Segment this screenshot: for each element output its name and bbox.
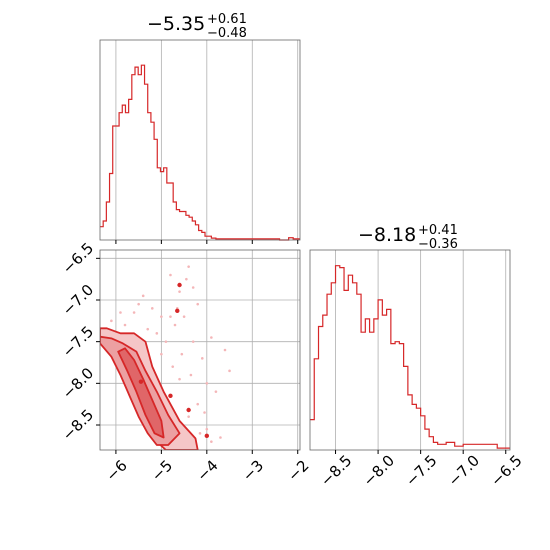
scatter-point [169, 315, 172, 318]
scatter-point [205, 382, 209, 385]
x-tick-label: −4 [193, 457, 221, 485]
scatter-point [219, 436, 222, 439]
scatter-point [182, 315, 186, 318]
scatter-point [191, 340, 195, 343]
hist2-title-plus: +0.41 [418, 223, 458, 238]
scatter-point [141, 294, 145, 298]
scatter-point [187, 415, 190, 418]
y-tick-label: −7.0 [59, 281, 97, 319]
scatter-point [180, 352, 184, 356]
x-tick-label: −7.5 [402, 451, 440, 489]
scatter-point [198, 432, 202, 435]
axes-frame [99, 39, 301, 241]
hist-step-line [100, 64, 300, 241]
hist1-title-main: −5.35 [147, 13, 205, 35]
contour-level [117, 347, 165, 439]
scatter-point [160, 315, 163, 318]
scatter-point [164, 340, 168, 343]
scatter-point [210, 336, 213, 339]
scatter-point [191, 286, 195, 289]
scatter-point [214, 390, 218, 393]
scatter-point [110, 319, 113, 323]
scatter-point [150, 307, 154, 310]
axes-frame [309, 249, 511, 451]
x-tick-label: −8.0 [360, 451, 398, 489]
scatter-point [160, 352, 163, 356]
scatter-point [205, 427, 209, 431]
hist-panel-2: −8.5 −8.0 −7.5 −7.0 −6.5 [309, 249, 526, 490]
scatter-point [169, 273, 172, 277]
contour-blob [175, 308, 180, 314]
contour-blob [138, 379, 144, 384]
y-tick-label: −8.5 [59, 406, 97, 444]
x-tick-label: −2 [284, 457, 312, 485]
scatter-point [146, 327, 150, 331]
scatter-point [119, 311, 122, 314]
contour-blob [177, 282, 182, 288]
y-tick-label: −8.0 [59, 364, 97, 402]
scatter-point [171, 365, 175, 368]
x-tick-label: −6.5 [487, 451, 525, 489]
x-tick-label: −3 [239, 457, 267, 485]
scatter-point [196, 402, 200, 406]
hist1-title-plus: +0.61 [207, 12, 247, 27]
x-tick-label: −7.0 [445, 451, 483, 489]
scatter-point [223, 348, 227, 352]
scatter-point [132, 311, 136, 314]
scatter-point [210, 440, 213, 443]
scatter-point [173, 323, 177, 327]
scatter-point [178, 377, 181, 381]
x-tick-label: −8.5 [317, 451, 355, 489]
scatter-point [187, 265, 190, 268]
contour-blob [204, 433, 210, 439]
hist-step-line [310, 265, 510, 449]
x-tick-label: −6 [102, 457, 130, 485]
x-tick-label: −5 [148, 457, 176, 485]
scatter-plot-area [100, 265, 231, 450]
scatter-point [185, 277, 188, 281]
y-tick-label: −7.5 [59, 322, 97, 360]
contour-blob [186, 407, 191, 413]
scatter-point [123, 323, 127, 327]
axes-frame [99, 249, 301, 451]
scatter-point [203, 411, 206, 414]
scatter-point [155, 332, 159, 335]
y-tick-label: −6.5 [59, 239, 97, 277]
scatter-point [137, 302, 140, 306]
scatter-point [228, 369, 231, 373]
scatter-point [200, 357, 204, 360]
scatter-point [189, 373, 193, 377]
scatter-point [196, 302, 200, 306]
hist2-title-minus: −0.36 [418, 237, 458, 252]
contour-blob [168, 393, 173, 399]
scatter-panel: −6 −5 −4 −3 −2 −6.5 −7.0−7.5 −8.0 −8.5 [59, 239, 313, 485]
hist1-title-minus: −0.48 [207, 26, 247, 41]
hist2-title-main: −8.18 [358, 224, 416, 246]
scatter-point [178, 290, 181, 293]
hist-panel-1 [99, 39, 301, 244]
